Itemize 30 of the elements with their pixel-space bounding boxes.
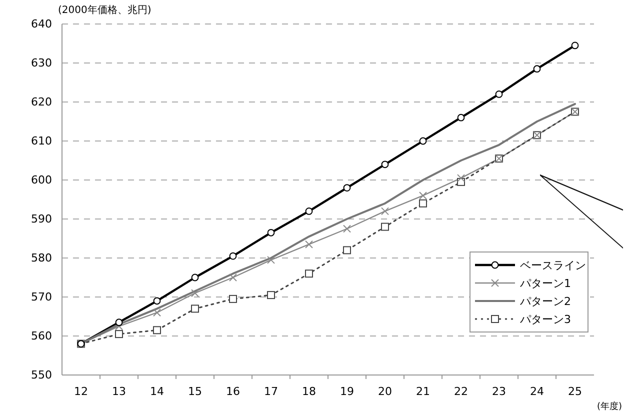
- x-tick-label: 19: [340, 384, 354, 398]
- legend-label: パターン1: [519, 277, 571, 290]
- x-tick-label: 15: [188, 384, 202, 398]
- x-tick-label: 22: [454, 384, 468, 398]
- x-tick-label: 17: [264, 384, 278, 398]
- y-tick-label: 630: [31, 56, 52, 70]
- legend-label: パターン2: [519, 295, 571, 308]
- x-tick-label: 12: [74, 384, 88, 398]
- legend-label: ベースライン: [520, 259, 586, 272]
- y-tick-label: 580: [31, 252, 52, 265]
- x-tick-label: 14: [150, 384, 164, 398]
- y-tick-label: 560: [31, 330, 52, 343]
- y-tick-label: 550: [31, 368, 52, 382]
- x-tick-label: 21: [416, 384, 430, 398]
- y-axis-title: (2000年価格、兆円): [58, 4, 152, 16]
- x-tick-label: 16: [226, 384, 240, 398]
- y-tick-label: 640: [31, 18, 52, 31]
- y-tick-label: 590: [31, 212, 52, 226]
- x-tick-label: 20: [378, 384, 392, 398]
- x-tick-label: 23: [492, 384, 506, 398]
- x-tick-label: 25: [568, 384, 582, 398]
- y-tick-label: 620: [31, 96, 52, 109]
- x-tick-label: 18: [302, 384, 316, 398]
- x-tick-label: 13: [112, 384, 126, 398]
- y-tick-label: 600: [31, 174, 52, 187]
- y-tick-label: 610: [31, 134, 52, 148]
- x-axis-title: (年度): [596, 401, 622, 412]
- x-tick-label: 24: [530, 384, 544, 398]
- legend-label: パターン3: [519, 313, 571, 326]
- y-tick-label: 570: [31, 290, 52, 304]
